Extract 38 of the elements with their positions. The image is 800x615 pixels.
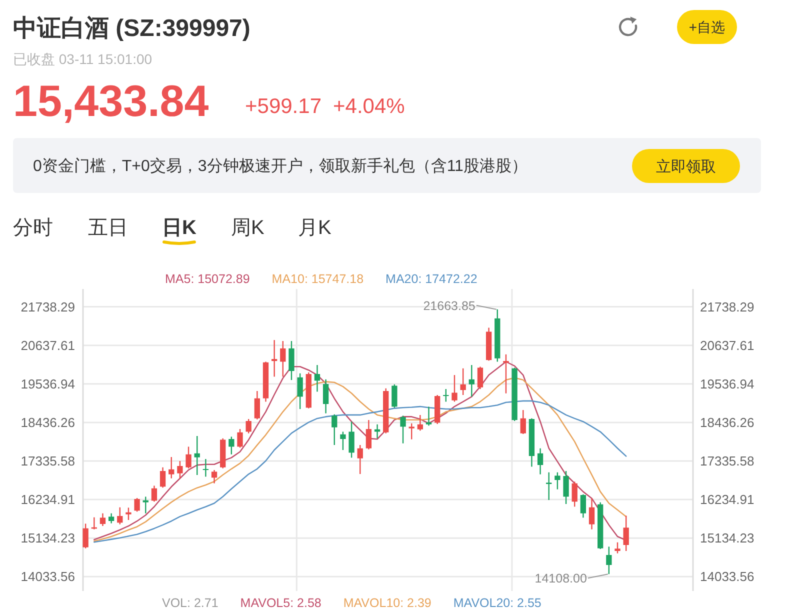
y-tick-label: 18436.26 bbox=[20, 414, 75, 430]
extreme-label-text: 14108.00 bbox=[534, 572, 587, 586]
legend-entry: MA5: 15072.89 bbox=[165, 272, 250, 286]
y2-tick-label: 17335.58 bbox=[700, 454, 754, 468]
y2-tick-label: 14033.56 bbox=[700, 569, 754, 584]
button-label: 立即领取 bbox=[656, 158, 716, 176]
quote-text: 15,433.84 bbox=[13, 77, 209, 126]
volume-legend: MAVOL20: 2.55 bbox=[453, 596, 542, 610]
y-tick-label: 15134.23 bbox=[20, 530, 75, 546]
quote-text: +599.17 bbox=[245, 95, 322, 118]
y-tick-label: 21738.29 bbox=[20, 299, 75, 314]
y2-tick-label: 18436.26 bbox=[700, 414, 754, 430]
volume-legend: MAVOL5: 2.58 bbox=[240, 596, 322, 610]
legend-entry: MA10: 15747.18 bbox=[272, 272, 364, 286]
tab-label: 日K bbox=[162, 217, 196, 239]
y-tick-label: 16234.91 bbox=[20, 492, 75, 508]
banner-text: 0资金门槛，T+0交易，3分钟极速开户，领取新手礼包（含11股港股） bbox=[33, 158, 528, 175]
tab-label: 月K bbox=[298, 217, 332, 239]
y2-tick-label: 16234.91 bbox=[700, 492, 754, 508]
legend-entry: MA20: 17472.22 bbox=[386, 272, 478, 286]
y-tick-label: 19536.94 bbox=[20, 376, 75, 392]
button-label: +自选 bbox=[688, 19, 726, 36]
volume-legend: MAVOL10: 2.39 bbox=[343, 596, 432, 610]
volume-legend: VOL: 2.71 bbox=[162, 596, 218, 610]
tab-label: 五日 bbox=[88, 217, 128, 239]
y2-tick-label: 20637.61 bbox=[700, 338, 754, 353]
y-tick-label: 14033.56 bbox=[20, 569, 75, 584]
title: 中证白酒 (SZ:399997) bbox=[13, 15, 250, 42]
y-tick-label: 20637.61 bbox=[20, 338, 75, 353]
tab-label: 分时 bbox=[13, 217, 53, 239]
tab-label: 周K bbox=[231, 217, 264, 239]
subtitle: 已收盘 03-11 15:01:00 bbox=[13, 51, 152, 67]
quote-text: +4.04% bbox=[333, 95, 405, 118]
y2-tick-label: 15134.23 bbox=[700, 530, 754, 546]
y-tick-label: 17335.58 bbox=[20, 454, 75, 468]
y2-tick-label: 19536.94 bbox=[700, 376, 754, 392]
y2-tick-label: 21738.29 bbox=[700, 299, 754, 314]
extreme-label-text: 21663.85 bbox=[423, 298, 476, 313]
